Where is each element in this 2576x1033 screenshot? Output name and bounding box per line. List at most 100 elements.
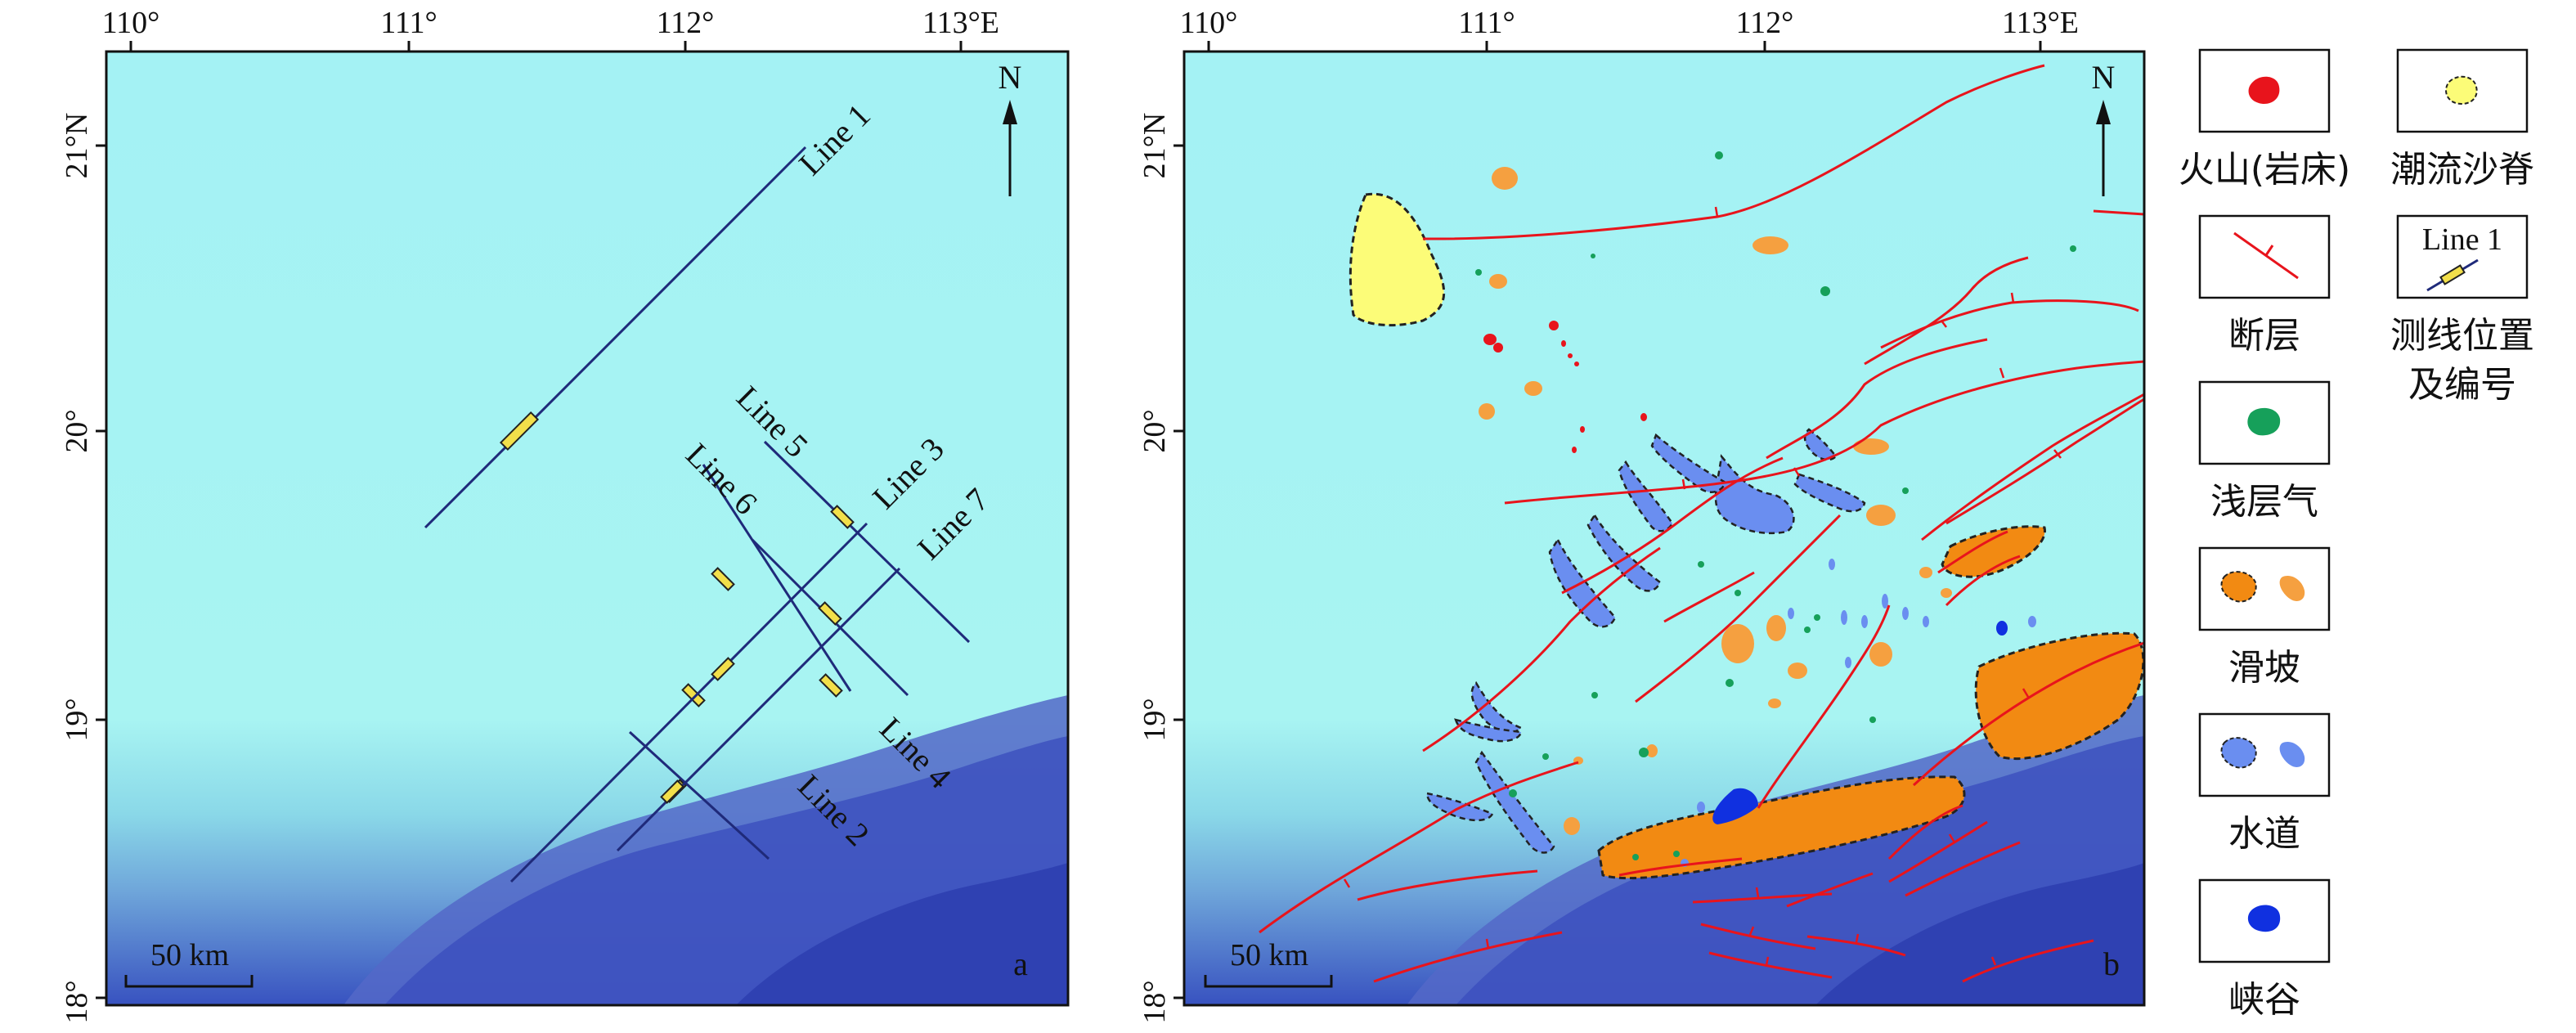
slide-small — [1869, 642, 1892, 667]
fault — [1921, 393, 2144, 541]
fault-tick — [1755, 887, 1760, 898]
fault — [1708, 951, 1833, 979]
panel-a-north-label: N — [999, 59, 1022, 96]
survey-line-2 — [628, 730, 770, 860]
survey-line-marker — [711, 567, 735, 591]
channel-main — [1714, 454, 1795, 535]
fault — [1786, 872, 1874, 908]
shallow-gas — [2070, 245, 2076, 252]
slide-small — [1721, 624, 1754, 663]
fault — [1618, 857, 1743, 877]
panel-b-north-label: N — [2092, 59, 2116, 96]
survey-line-symbol-marker — [2439, 264, 2466, 285]
volcano — [1561, 340, 1566, 347]
volcano — [1483, 334, 1497, 345]
fault — [1806, 935, 1906, 957]
fault-tick — [1714, 206, 1719, 218]
lat-tick-label-b-20: 20° — [1138, 409, 1172, 452]
channel-small — [1829, 559, 1835, 570]
shallow-gas — [1509, 789, 1517, 797]
lat-tick-label-a-21: 21°N — [60, 113, 94, 179]
panel-b-north-arrow: N — [2092, 59, 2116, 196]
lon-tick-label-b-111: 111° — [1458, 6, 1515, 40]
fault-tick — [1948, 833, 1956, 843]
fault — [1945, 397, 2144, 525]
fault — [1357, 869, 1538, 901]
shallow-gas — [1820, 286, 1830, 296]
fault-tick — [2053, 449, 2062, 459]
slide-symbol-outlined — [2220, 571, 2257, 603]
fault — [1864, 256, 2029, 366]
legend-label-channel: 水道 — [2228, 813, 2300, 855]
lat-tick-label-a-19: 19° — [60, 698, 94, 741]
volcano — [1572, 447, 1577, 453]
channels-small-group — [1681, 559, 2036, 867]
legend-label-line-pos-2: 及编号 — [2408, 364, 2516, 406]
slide-small — [1489, 274, 1507, 289]
fault-tick — [1999, 367, 2005, 379]
fault-tick — [1681, 478, 1686, 490]
fault — [1561, 456, 1784, 595]
survey-line-marker — [819, 673, 843, 698]
fault-symbol-tick — [2264, 245, 2274, 256]
canyon — [1712, 788, 1758, 824]
graticule-labels: 110° 111° 112° 113°E 110° 111° 112° 113°… — [60, 6, 2079, 1024]
legend-survey-line-sample-label: Line 1 — [2422, 222, 2502, 257]
shallow-gas — [1814, 614, 1820, 621]
slide-small — [1752, 236, 1788, 254]
fault — [1912, 641, 2144, 787]
panel-a-scale-line — [124, 975, 254, 988]
lat-tick-label-b-21: 21°N — [1138, 113, 1172, 179]
fault — [1422, 64, 2045, 240]
fault — [1700, 923, 1816, 950]
shallow-gas — [1869, 716, 1876, 723]
shallow-gas — [1542, 753, 1549, 760]
graticule-ticks — [96, 41, 2042, 999]
survey-line-marker — [681, 683, 706, 707]
slides-small-group — [1479, 167, 1952, 835]
slide-small — [1788, 662, 1807, 679]
fault — [1945, 555, 2021, 607]
fault-tick — [1343, 878, 1351, 888]
panel-b-deep-basin-floor — [1815, 863, 2144, 1005]
lon-tick-label-a-110: 110° — [102, 6, 160, 40]
slide-small — [1564, 817, 1580, 835]
legend-swatch-box — [2198, 712, 2331, 797]
panel-b-scale-label: 50 km — [1230, 938, 1308, 972]
channel-small — [1697, 802, 1705, 813]
legend-item-gas: 浅层气 — [2198, 380, 2331, 523]
legend-label-slide: 滑坡 — [2228, 647, 2300, 689]
channel-small — [2028, 616, 2036, 627]
legend-item-volcano: 火山(岩床) — [2179, 48, 2350, 191]
shallow-gas — [1726, 679, 1734, 687]
fault — [1766, 338, 1988, 460]
channel — [1650, 433, 1727, 493]
fault — [1880, 299, 2139, 349]
lon-tick-label-a-112: 112° — [657, 6, 715, 40]
fault — [1373, 931, 1563, 983]
shallow-gas — [1804, 627, 1811, 633]
shallow-gas-group — [1475, 151, 2076, 860]
slide-symbol — [2279, 575, 2305, 601]
slide-small — [1646, 744, 1658, 757]
legend-swatch-box — [2396, 214, 2529, 299]
fault — [1962, 939, 2094, 983]
slide-small — [1492, 167, 1518, 190]
fault-tick — [2010, 292, 2015, 303]
panel-a-deep-basin-floor — [736, 863, 1068, 1005]
panel-a-scale-label: 50 km — [150, 938, 229, 972]
legend-item-channel: 水道 — [2198, 712, 2331, 855]
channel-small — [1841, 610, 1847, 625]
slide-small — [1853, 438, 1889, 455]
legend-label-canyon: 峡谷 — [2228, 979, 2300, 1021]
fault-tick — [1748, 926, 1755, 936]
legend-swatch-box — [2198, 214, 2331, 299]
volcanoes-group — [1483, 321, 1647, 453]
panel-b-frame — [1183, 50, 2146, 1007]
shallow-gas — [1673, 851, 1680, 857]
legend-label-gas: 浅层气 — [2210, 481, 2318, 523]
fault-tick — [1793, 467, 1801, 477]
shallow-gas — [1639, 748, 1649, 757]
shallow-gas — [1591, 692, 1598, 698]
